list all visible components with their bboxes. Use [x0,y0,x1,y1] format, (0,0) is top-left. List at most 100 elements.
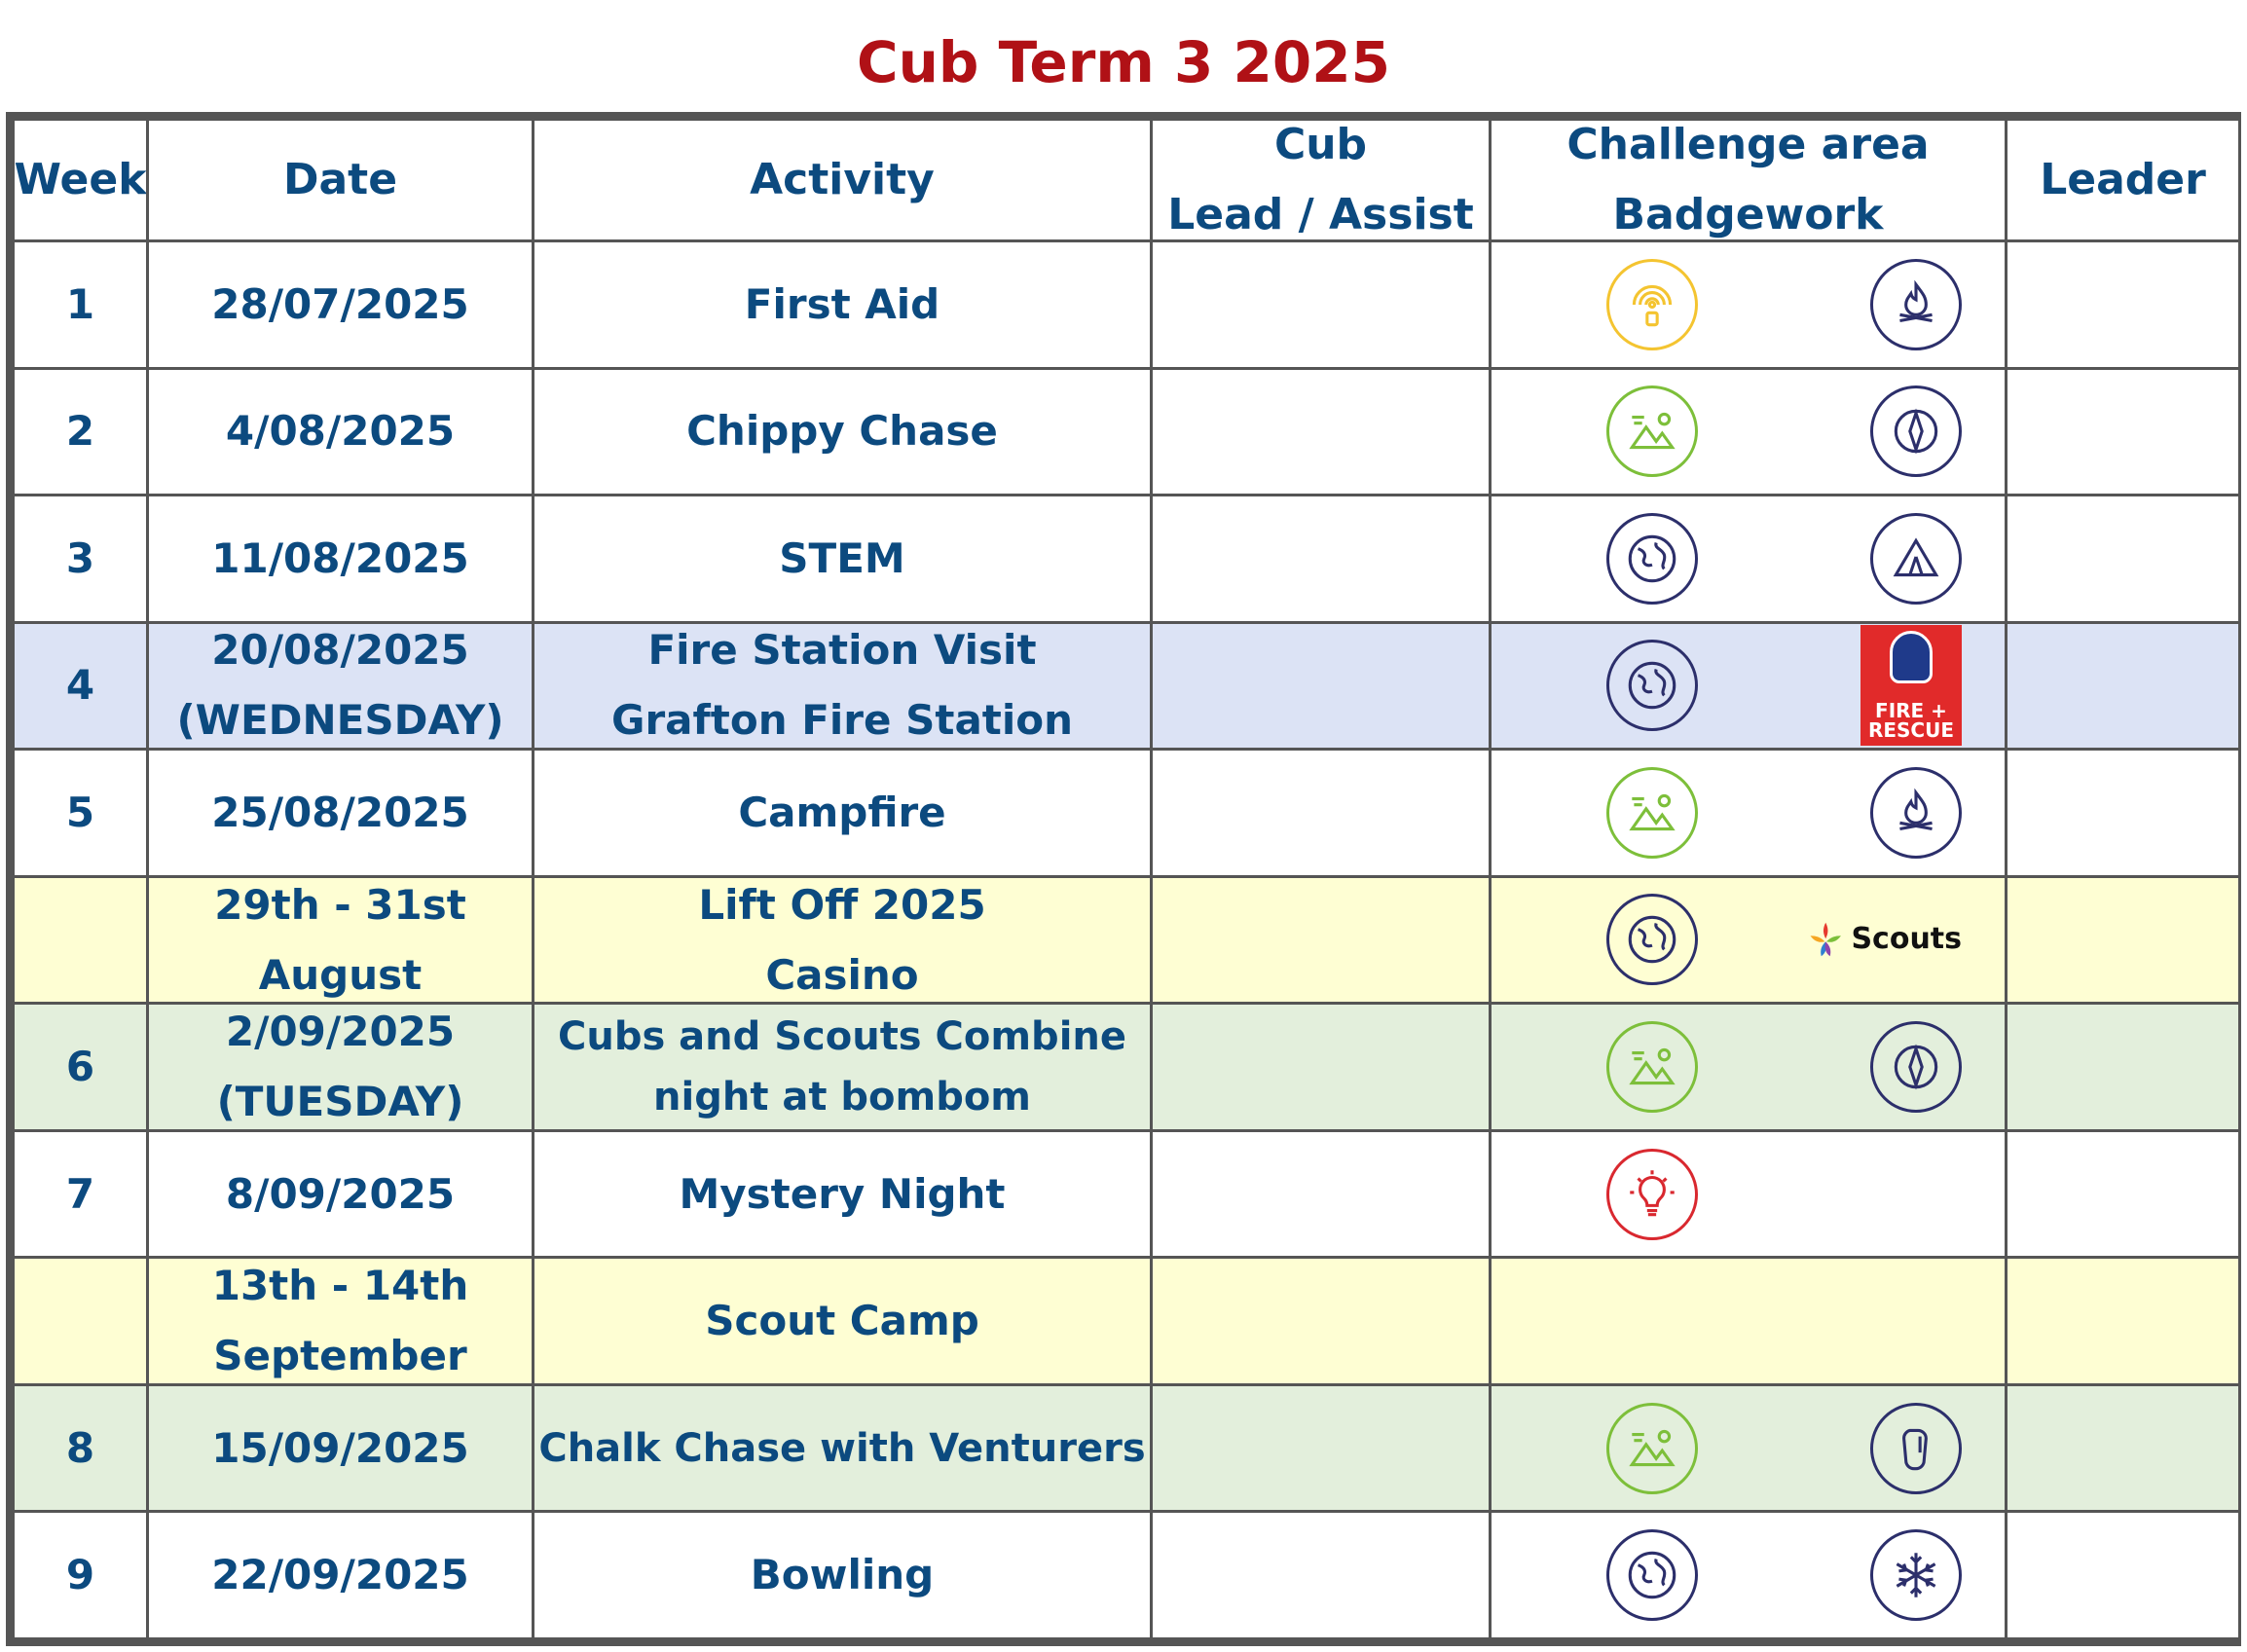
date-cell: 28/07/2025 [149,242,532,367]
outdoors-icon [1606,1021,1698,1114]
badge-cell [1492,1131,2005,1257]
leader-cell [2008,1005,2238,1129]
header-cub-lead-assist: Cub Lead / Assist [1153,121,1489,239]
week-cell: 2 [15,369,146,495]
cub-lead-cell [1153,1131,1489,1257]
leader-cell [2008,1131,2238,1257]
header-date: Date [149,121,532,239]
page-title: Cub Term 3 2025 [857,29,1390,95]
header-date-label: Date [282,155,398,204]
week-cell: 1 [15,242,146,367]
date-line: September [213,1332,467,1380]
week-cell: 8 [15,1385,146,1511]
scouts-emblem-icon [1810,923,1841,957]
week-cell: 3 [15,496,146,621]
outdoors-icon [1606,766,1698,859]
cub-lead-cell [1153,1385,1489,1511]
activity-line: Casino [765,950,919,999]
badge-cell [1492,242,2005,367]
cub-lead-cell [1153,877,1489,1003]
fire-logo-line: FIRE + [1875,699,1947,723]
activity-cell: Cubs and Scouts Combine night at bombom [534,1005,1150,1129]
activity-line: Grafton Fire Station [610,696,1074,745]
outdoors-icon [1606,385,1698,478]
scouts-logo-text: Scouts [1851,922,1962,957]
outdoors-icon [1606,1402,1698,1494]
activity-cell: Campfire [534,751,1150,875]
fire-logo-line: RESCUE [1867,718,1955,743]
compass-icon [1870,385,1962,478]
activity-line: Lift Off 2025 [698,880,986,929]
date-cell: 25/08/2025 [149,751,532,875]
compass-icon [1870,1021,1962,1114]
campfire-icon [1870,766,1962,859]
header-cub-line1: Cub [1273,121,1368,169]
leader-cell [2008,623,2238,749]
cub-lead-cell [1153,1513,1489,1637]
week-cell: 5 [15,751,146,875]
snowflake-icon [1870,1529,1962,1622]
date-line: (WEDNESDAY) [176,696,504,745]
badge-cell [1492,496,2005,621]
date-cell: 22/09/2025 [149,1513,532,1637]
badge-cell: FIRE + RESCUE [1492,623,2005,749]
leader-cell [2008,1513,2238,1637]
header-leader: Leader [2008,121,2238,239]
date-line: 29th - 31st [214,880,466,929]
globe-icon [1606,1529,1698,1622]
leader-cell [2008,242,2238,367]
cub-lead-cell [1153,242,1489,367]
header-week: Week [15,121,146,239]
week-cell [15,1259,146,1383]
activity-line: Fire Station Visit [647,626,1037,675]
signal-icon [1606,258,1698,350]
leader-cell [2008,369,2238,495]
activity-cell: STEM [534,496,1150,621]
activity-cell: Chalk Chase with Venturers [534,1385,1150,1511]
date-cell: 11/08/2025 [149,496,532,621]
header-leader-label: Leader [2040,155,2206,204]
cub-lead-cell [1153,751,1489,875]
cub-lead-cell [1153,1259,1489,1383]
date-cell: 8/09/2025 [149,1131,532,1257]
leader-cell [2008,496,2238,621]
activity-cell: Scout Camp [534,1259,1150,1383]
date-line: August [258,950,423,999]
date-line: 2/09/2025 [225,1008,456,1056]
activity-cell: Lift Off 2025 Casino [534,877,1150,1003]
date-cell: 20/08/2025 (WEDNESDAY) [149,623,532,749]
week-cell [15,877,146,1003]
header-activity-label: Activity [750,155,935,204]
globe-icon [1606,894,1698,986]
week-cell: 6 [15,1005,146,1129]
badge-cell [1492,369,2005,495]
campfire-icon [1870,258,1962,350]
leader-cell [2008,1385,2238,1511]
scouts-logo: Scouts [1806,913,1962,966]
date-line: 20/08/2025 [211,626,469,675]
badge-cell [1492,1259,2005,1383]
header-activity: Activity [534,121,1150,239]
lightbulb-icon [1606,1148,1698,1240]
activity-cell: Fire Station Visit Grafton Fire Station [534,623,1150,749]
cub-lead-cell [1153,1005,1489,1129]
term-schedule-table: Week Date Activity Cub Lead / Assist Cha… [6,112,2241,1646]
date-line: (TUESDAY) [216,1078,464,1126]
header-challenge-area: Challenge area Badgework [1492,121,2005,239]
date-cell: 13th - 14th September [149,1259,532,1383]
activity-cell: Chippy Chase [534,369,1150,495]
date-cell: 2/09/2025 (TUESDAY) [149,1005,532,1129]
carabiner-icon [1870,1402,1962,1494]
badge-cell [1492,1385,2005,1511]
header-challenge-line2: Badgework [1612,190,1884,239]
week-cell: 9 [15,1513,146,1637]
week-cell: 4 [15,623,146,749]
tent-icon [1870,512,1962,605]
activity-cell: Mystery Night [534,1131,1150,1257]
week-cell: 7 [15,1131,146,1257]
globe-icon [1606,512,1698,605]
activity-cell: First Aid [534,242,1150,367]
cub-lead-cell [1153,496,1489,621]
badge-cell [1492,1005,2005,1129]
header-cub-line2: Lead / Assist [1167,190,1474,239]
